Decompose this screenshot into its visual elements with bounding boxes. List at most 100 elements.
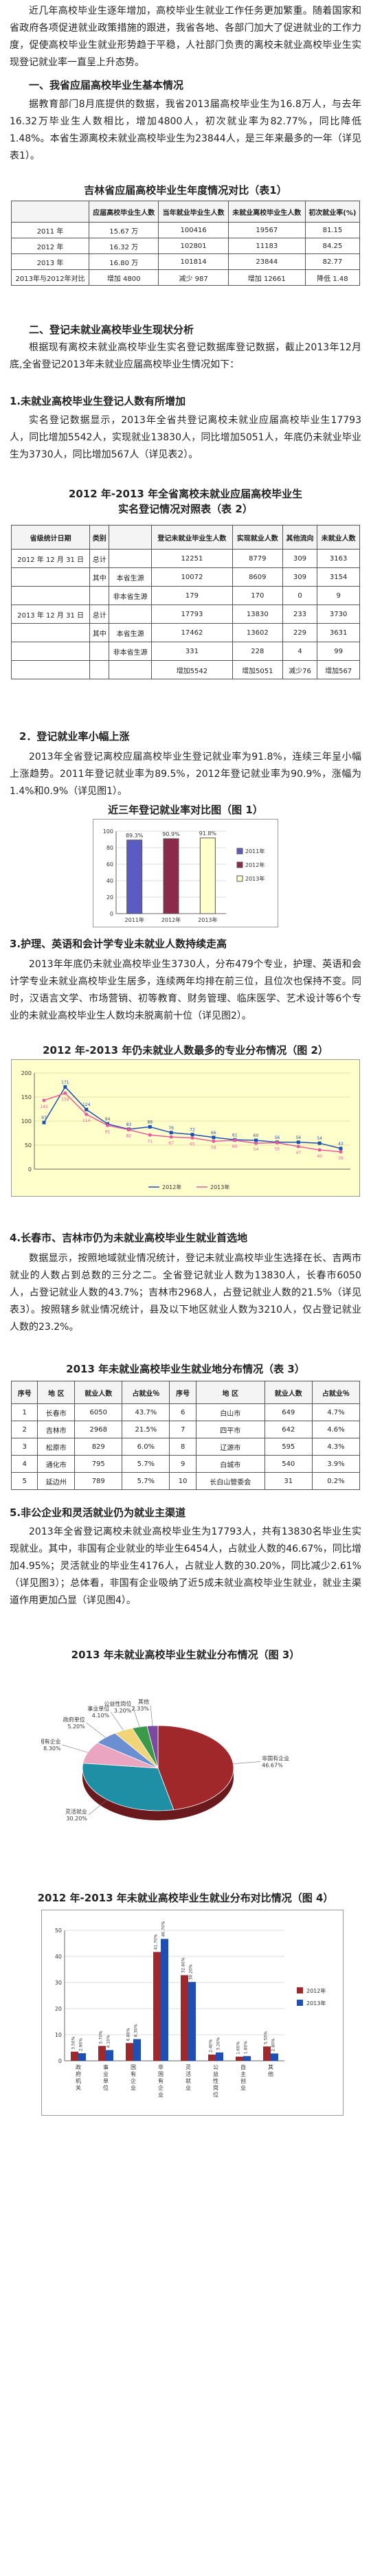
fig1-value-label: 90.9% [162, 831, 180, 837]
fig2-point-label: 76 [168, 1126, 174, 1131]
fig2-point [169, 1131, 173, 1135]
table-cell: 13602 [232, 623, 283, 642]
fig3-slice-value: 4.10% [92, 1713, 110, 1719]
table-cell: 795 [74, 1455, 123, 1473]
fig4-value-label: 1.80% [244, 2041, 249, 2054]
table-cell: 本省生源 [109, 623, 152, 642]
fig1-legend-swatch [236, 848, 243, 855]
table-cell: 6 [169, 1403, 196, 1421]
fig2-svg: 0 50 100 150 200 97 171 124 94 83 88 76 72 66 61 60 56 56… [11, 1059, 360, 1197]
table-cell: 8779 [232, 549, 283, 568]
fig4-bar [188, 1982, 196, 2061]
fig4-bar [271, 2053, 278, 2061]
fig4-bar [106, 2050, 113, 2061]
fig2-point [190, 1133, 194, 1137]
fig4-xtick-char: 有 [158, 2077, 164, 2084]
fig4-value-label: 3.50% [71, 2036, 76, 2049]
table-cell: 非本省生源 [109, 642, 152, 661]
table-row: 2013 年 12 月 31 日总计 17793 13830 233 3730 [10, 605, 360, 624]
fig2-title: 2012 年-2013 年仍未就业人数最多的专业分布情况（图 2） [43, 1044, 328, 1057]
table-cell: 10 [169, 1472, 196, 1490]
fig4-ytick: 40 [55, 1954, 62, 1960]
fig4-bar [78, 2053, 86, 2061]
sub5-paragraph: 2013年全省登记离校未就业高校毕业生为17793人，共有13830名毕业生实现… [10, 1526, 361, 1606]
fig4-ytick: 50 [55, 1928, 62, 1934]
table-cell: 309 [282, 549, 318, 568]
table-cell: 8609 [232, 567, 283, 587]
table-row: 其中 本省生源 10072 8609 309 3154 [10, 567, 360, 587]
fig1-value-label: 91.8% [199, 831, 217, 837]
table-row: 2013年与2012年对比 增加 4800 减少 987 增加 12661 降低 1.4… [10, 269, 361, 286]
fig4-xtick-char: 关 [76, 2084, 81, 2091]
table-cell: 10072 [151, 567, 233, 587]
fig2-point [42, 1098, 46, 1103]
table-header-cell [109, 525, 152, 550]
table-cell: 3 [10, 1438, 38, 1456]
fig4-xtick-char: 企 [158, 2084, 164, 2091]
table-cell: 31 [264, 1472, 313, 1490]
table-row: 其中 本省生源 17462 13602 229 3631 [10, 623, 360, 642]
fig2-point-label: 61 [232, 1133, 238, 1138]
fig2-point [126, 1128, 131, 1132]
table-cell: 17793 [151, 605, 233, 624]
fig4-xtick-char: 益 [213, 2070, 218, 2077]
fig2-ytick: 200 [21, 1070, 32, 1076]
fig4-xtick-char: 国 [158, 2071, 164, 2077]
fig4-title: 2012 年-2013 年未就业高校毕业生就业分布对比情况（图 4） [37, 1892, 334, 1904]
table-cell: 3730 [317, 605, 360, 624]
table-header-cell: 应届高校毕业生人数 [89, 201, 159, 223]
table-cell: 3154 [317, 567, 360, 587]
fig2-point-label: 171 [61, 1080, 69, 1085]
fig1-legend-label: 2013年 [245, 875, 265, 882]
table3: 序号地 区就业人数 占就业％ 序号地 区就业人数 占就业％ 1 长春市 6050 43.7% 6… [10, 1381, 361, 1490]
fig4-xtick-char: 位 [213, 2091, 218, 2098]
fig2-point [296, 1140, 300, 1144]
fig4-value-label: 8.30% [134, 2024, 139, 2037]
table-cell [109, 660, 152, 679]
table-row: 1 长春市 6050 43.7% 6 白山市 649 4.7% [10, 1403, 361, 1421]
table-cell: 23844 [227, 253, 306, 270]
fig4-ytick: 30 [55, 1980, 62, 1986]
fig4-ytick: 20 [55, 2006, 62, 2012]
table-cell: 16.32 万 [89, 238, 159, 254]
fig2-point-label: 72 [190, 1128, 195, 1133]
fig3-slice-label: 政府单位 [63, 1716, 85, 1723]
fig2-point-label: 143 [40, 1105, 48, 1109]
table-cell: 2012 年 [10, 238, 90, 254]
fig4-bar [71, 2051, 78, 2061]
table-cell: 15.67 万 [89, 222, 159, 238]
fig4-legend-label: 2012年 [306, 1987, 326, 1994]
fig2-point [169, 1135, 173, 1139]
table-cell: 非本省生源 [109, 586, 152, 605]
fig4-chart: 0 10 20 30 40 50 3.50% 2.90% 政府机关 5.70% 4.10% 事业单位 6… [41, 1910, 344, 2116]
fig1-svg: 0 20 40 60 80 100 89.3% 2011年 90.9% 2012年 91.8% 201… [93, 819, 278, 927]
table-cell: 179 [151, 586, 233, 605]
fig2-point [317, 1148, 322, 1152]
fig2-point-label: 56 [275, 1136, 280, 1140]
table-cell [89, 642, 110, 661]
table-cell: 总计 [89, 605, 110, 624]
fig4-xtick-char: 国 [131, 2064, 136, 2070]
table-header-row: 序号地 区就业人数 占就业％ 序号地 区就业人数 占就业％ [10, 1381, 361, 1404]
fig2-point-label: 65 [190, 1142, 195, 1147]
table-cell: 81.15 [304, 222, 361, 238]
fig4-bar [126, 2043, 133, 2061]
table-cell: 9 [169, 1455, 196, 1473]
table-header-cell: 登记未就业毕业生人数 [151, 525, 233, 550]
fig4-bar [161, 1939, 168, 2061]
fig3-leader-line [86, 1722, 106, 1738]
fig2-point [275, 1141, 279, 1144]
fig4-bar [181, 1975, 188, 2061]
table-cell: 5.7% [122, 1472, 170, 1490]
table-cell: 2013年与2012年对比 [10, 269, 90, 286]
table-cell: 增加5051 [232, 660, 283, 679]
fig1-ytick: 0 [110, 911, 113, 917]
fig4-bar [236, 2056, 243, 2061]
table-header-cell: 地 区 [195, 1381, 265, 1404]
table-row: 2 吉林市 2968 21.5% 7 四平市 642 4.6% [10, 1421, 361, 1438]
table-cell: 102801 [158, 238, 229, 254]
table-cell: 9 [317, 586, 360, 605]
sub5-heading: 5.非公企业和灵活就业仍为就业主渠道 [10, 1506, 186, 1519]
table-row: 4 通化市 795 5.7% 9 白城市 540 3.9% [10, 1455, 361, 1473]
fig1-legend-swatch [236, 875, 243, 882]
